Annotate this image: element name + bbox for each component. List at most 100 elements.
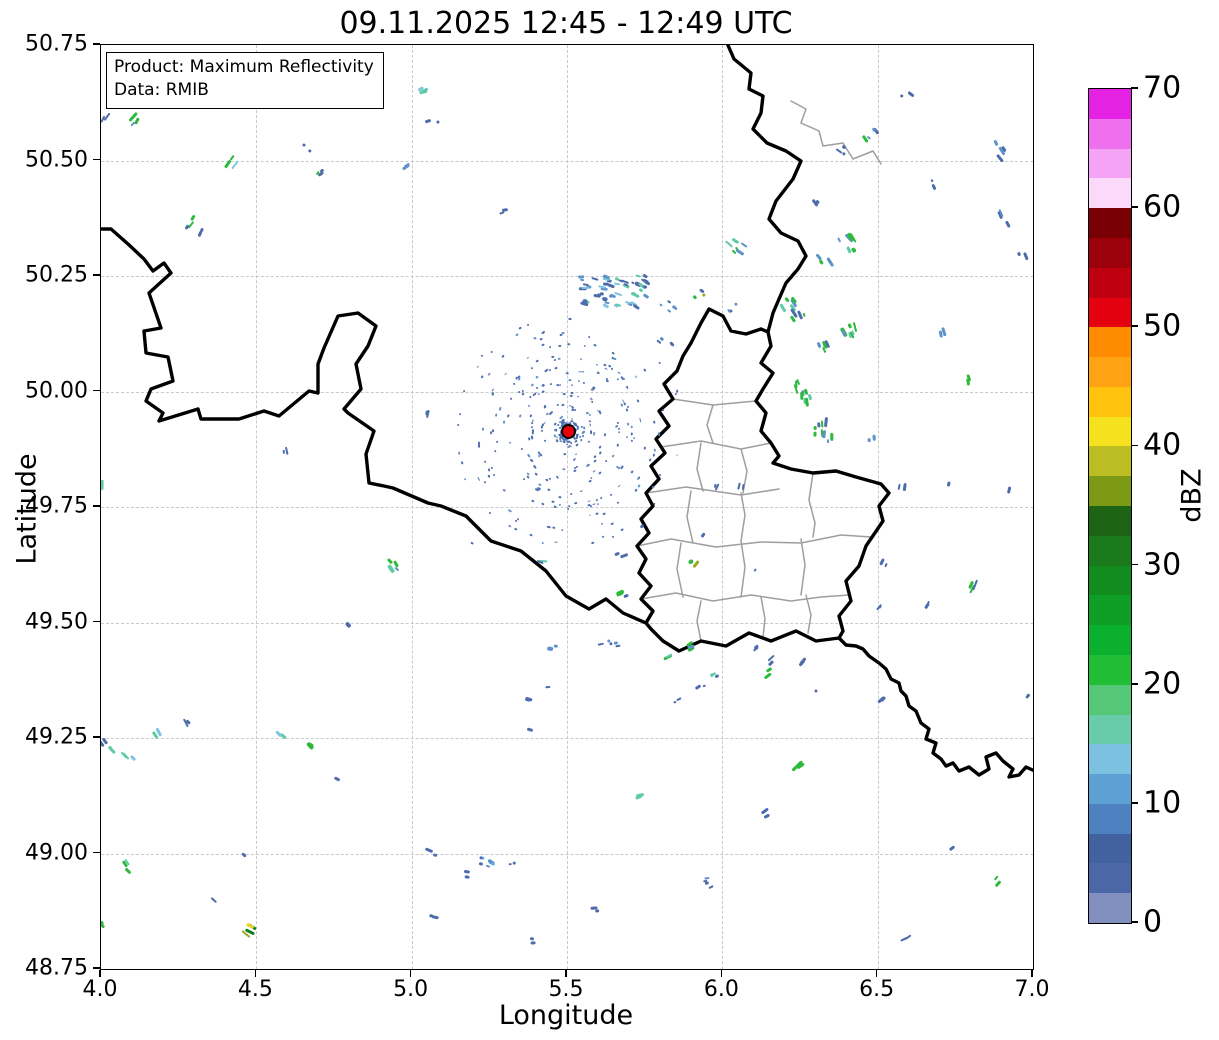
colorbar-band [1089, 89, 1131, 119]
echo-streak [534, 375, 539, 379]
echo-streak [702, 292, 707, 297]
echo-streak [386, 557, 394, 565]
echo-streak [480, 375, 485, 379]
echo-streak [386, 564, 395, 574]
echo-streak [592, 469, 596, 473]
echo-streak [530, 425, 533, 429]
y-tick-mark [93, 736, 100, 738]
echo-streak [521, 392, 525, 396]
echo-streak [588, 423, 591, 427]
y-tick-label: 50.00 [25, 378, 88, 403]
echo-streak [708, 885, 715, 890]
y-tick-mark [93, 620, 100, 623]
y-tick-label: 49.00 [25, 840, 88, 865]
y-tick-mark [93, 43, 100, 45]
echo-streak [394, 566, 400, 572]
x-tick-mark [409, 970, 412, 977]
echo-streak [534, 471, 539, 476]
echo-streak [637, 484, 641, 488]
echo-streak [124, 867, 132, 875]
echo-streak [284, 446, 289, 455]
echo-streak [545, 412, 549, 416]
echo-streak [586, 464, 590, 468]
echo-streak [1006, 486, 1012, 494]
colorbar-band [1089, 357, 1131, 387]
echo-streak [630, 291, 640, 299]
colorbar-band [1089, 774, 1131, 804]
echo-streak [610, 367, 614, 371]
echo-streak [652, 452, 655, 457]
echo-streak [579, 438, 584, 442]
echo-streak [402, 162, 411, 171]
echo-streak [818, 258, 824, 265]
echo-streak [639, 417, 642, 422]
echo-streak [614, 640, 619, 645]
x-tick-mark [1031, 970, 1033, 977]
echo-streak [539, 337, 543, 340]
echo-streak [583, 344, 587, 347]
grid-line-h [101, 853, 1033, 855]
echo-streak [490, 466, 493, 470]
colorbar-tick-label: 60 [1143, 189, 1182, 225]
echo-streak [591, 541, 595, 544]
echo-streak [458, 450, 461, 455]
echo-streak [512, 383, 515, 386]
echo-streak [559, 333, 563, 337]
echo-streak [558, 495, 562, 499]
echo-streak [595, 908, 600, 913]
colorbar-tick-label: 10 [1143, 785, 1182, 821]
echo-streak [554, 644, 559, 648]
echo-streak [560, 403, 565, 407]
echo-streak [516, 517, 520, 521]
echo-streak [603, 458, 608, 463]
echo-streak [694, 683, 702, 690]
echo-streak [1005, 220, 1011, 228]
echo-streak [543, 421, 547, 426]
echo-streak [483, 480, 487, 484]
echo-streak [734, 301, 738, 306]
echo-streak [627, 422, 630, 426]
y-tick-mark [93, 158, 100, 161]
echo-streak [529, 533, 533, 537]
echo-streak [948, 844, 956, 851]
echo-streak [480, 354, 484, 358]
colorbar-band [1089, 416, 1131, 447]
echo-streak [675, 389, 679, 393]
echo-streak [904, 934, 912, 941]
echo-streak [463, 869, 470, 874]
echo-streak [541, 502, 545, 506]
x-tick-mark [875, 970, 878, 977]
echo-streak [554, 541, 559, 543]
echo-streak [333, 776, 341, 782]
echo-streak [616, 501, 620, 505]
colorbar-tick-mark [1131, 563, 1138, 566]
echo-streak [553, 422, 557, 426]
echo-streak [631, 425, 634, 429]
echo-streak [587, 335, 590, 339]
echo-streak [553, 366, 558, 369]
echo-streak [477, 476, 481, 481]
echo-streak [724, 240, 733, 248]
echo-streak [631, 431, 633, 436]
y-tick-mark [93, 274, 100, 276]
echo-streak [907, 90, 915, 98]
echo-streak [700, 531, 706, 538]
echo-streak [301, 142, 306, 148]
echo-streak [643, 368, 647, 372]
echo-streak [518, 414, 522, 418]
colorbar-tick-label: 20 [1143, 666, 1182, 702]
echo-streak [597, 471, 602, 475]
echo-streak [558, 384, 561, 387]
echo-streak [595, 498, 598, 502]
echo-streak [565, 371, 569, 374]
echo-streak [897, 483, 901, 491]
echo-streak [550, 382, 553, 385]
echo-streak [675, 392, 678, 396]
echo-streak [612, 357, 617, 361]
colorbar-label: dBZ [1176, 468, 1208, 523]
colorbar-band [1089, 178, 1131, 209]
echo-streak [602, 363, 607, 367]
echo-streak [692, 294, 697, 300]
echo-streak [526, 323, 530, 327]
